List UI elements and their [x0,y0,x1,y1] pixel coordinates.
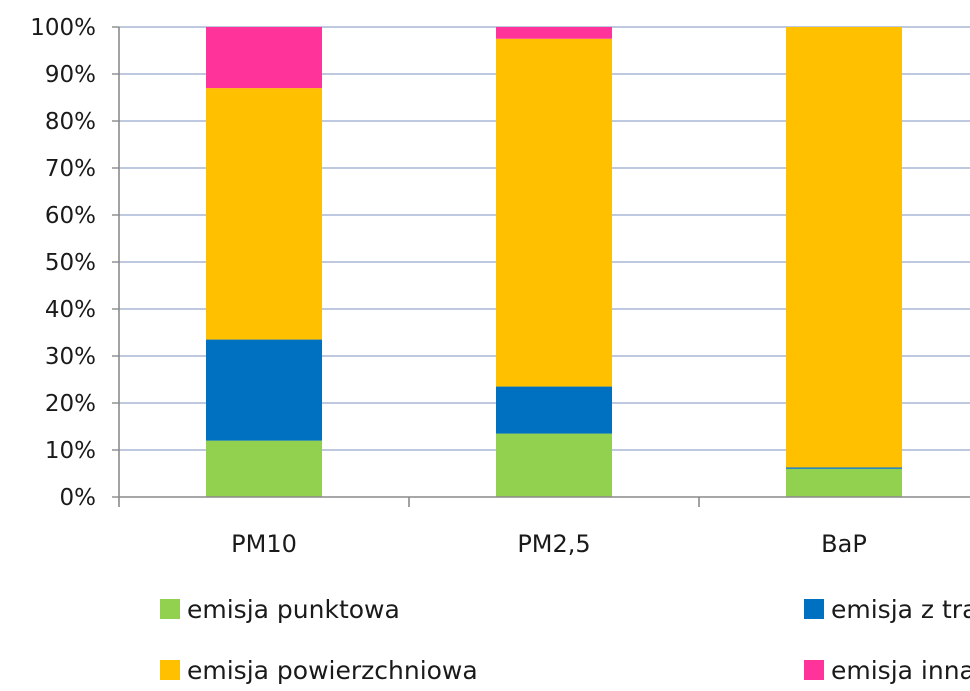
bars [206,27,902,497]
y-tick-label: 60% [45,203,96,229]
axes [112,26,970,507]
bar-segment [496,27,612,39]
x-tick-label: BaP [821,530,867,558]
y-tick-label: 40% [45,297,96,323]
x-tick-label: PM10 [231,530,297,558]
y-tick-label: 20% [45,391,96,417]
legend-label: emisja powierzchniowa [187,656,478,685]
legend-swatch [160,599,180,619]
y-tick-label: 50% [45,250,96,276]
bar-segment [786,468,902,497]
bar-segment [206,339,322,441]
bar-segment [206,440,322,497]
x-tick-label: PM2,5 [517,530,590,558]
legend-swatch [160,660,180,680]
y-tick-label: 30% [45,344,96,370]
legend-swatch [804,660,824,680]
bar-segment [786,27,902,468]
bar-segment [496,386,612,434]
legend-label: emisja z transportu [831,595,970,624]
bar-segment [786,467,902,469]
legend: emisja punktowa emisja z transportu emisja… [160,595,970,685]
bar-segment [206,88,322,340]
y-tick-label: 10% [45,438,96,464]
y-tick-label: 100% [30,15,96,41]
y-tick-labels: 0% 10% 20% 30% 40% 50% 60% 70% 80% 90% 100% [30,15,96,511]
y-tick-label: 0% [60,485,97,511]
bar-segment [496,433,612,497]
legend-swatch [804,599,824,619]
y-tick-label: 90% [45,62,96,88]
y-tick-label: 80% [45,109,96,135]
y-tick-label: 70% [45,156,96,182]
bar-segment [496,38,612,387]
x-tick-labels: PM10 PM2,5 BaP [231,530,867,558]
legend-label: emisja inna [831,656,970,685]
legend-label: emisja punktowa [187,595,400,624]
bar-segment [206,27,322,89]
